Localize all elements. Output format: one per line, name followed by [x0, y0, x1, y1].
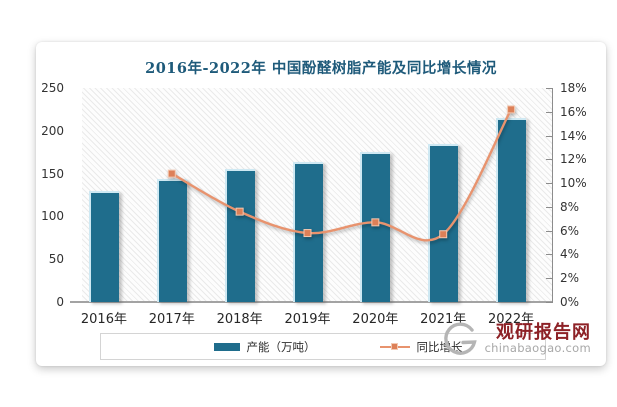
right-axis-tick-mark: [546, 278, 552, 280]
right-axis-tick-label: 12%: [560, 152, 587, 167]
bar-2017年: [156, 178, 187, 302]
x-axis-label: 2018年: [216, 312, 263, 327]
watermark-site-name: 观研报告网: [496, 322, 591, 343]
right-axis-tick-label: 16%: [560, 104, 587, 119]
right-axis-tick-mark: [546, 159, 552, 161]
x-axis-label: 2016年: [80, 312, 127, 327]
watermark-logo-icon: [443, 322, 477, 355]
right-axis-tick-label: 8%: [560, 199, 580, 214]
watermark-site-url: chinabaogao.com: [484, 341, 591, 355]
bar-2021年: [428, 143, 459, 302]
x-axis-label: 2021年: [420, 312, 467, 327]
x-axis-label: 2020年: [352, 312, 399, 327]
right-axis-tick-mark: [546, 135, 552, 137]
left-axis-tick-label: 0: [56, 295, 64, 309]
right-axis-tick-mark: [546, 302, 552, 303]
right-axis-tick-mark: [546, 206, 552, 208]
right-axis-tick-label: 0%: [560, 295, 580, 309]
x-axis-label: 2019年: [284, 312, 331, 327]
right-axis-tick-mark: [546, 230, 552, 232]
x-axis-label: 2017年: [148, 312, 195, 327]
right-axis-tick-mark: [546, 111, 552, 113]
left-axis-tick-label: 200: [41, 123, 64, 138]
right-axis-tick-mark: [546, 254, 552, 256]
bar-2018年: [224, 169, 255, 302]
left-axis-tick-label: 50: [48, 252, 64, 267]
chart-title: 2016年-2022年 中国酚醛树脂产能及同比增长情况: [145, 60, 497, 77]
right-axis-tick-mark: [546, 88, 552, 89]
legend-label: 产能（万吨）: [246, 339, 316, 354]
x-axis-line: [70, 301, 552, 303]
legend-line-marker: [390, 342, 398, 350]
legend-item-capacity: 产能（万吨）: [213, 339, 316, 355]
bar-2022年: [496, 117, 527, 302]
legend: 产能（万吨） 同比增长: [100, 333, 546, 360]
right-axis-tick-label: 4%: [560, 247, 580, 262]
watermark-text: 观研报告网 chinabaogao.com: [485, 323, 591, 355]
right-axis-tick-label: 18%: [560, 81, 587, 95]
left-axis-tick-label: 250: [41, 81, 64, 95]
bar-2020年: [360, 152, 391, 302]
right-axis-tick-label: 6%: [560, 223, 580, 238]
chart-card: 2016年-2022年 中国酚醛树脂产能及同比增长情况 0 50 100 150 200…: [36, 42, 606, 366]
legend-line-swatch: [379, 342, 410, 350]
right-y-axis-line: [552, 88, 553, 303]
bar-2016年: [88, 190, 119, 302]
x-axis-label: 2022年: [488, 312, 535, 327]
legend-bar-swatch: [213, 342, 240, 351]
right-axis-tick-label: 10%: [560, 176, 587, 191]
left-axis-tick-label: 150: [41, 166, 64, 181]
right-axis-tick-mark: [546, 183, 552, 185]
left-axis-tick-label: 100: [41, 209, 64, 224]
right-axis-tick-label: 2%: [560, 271, 580, 286]
watermark: 观研报告网 chinabaogao.com: [440, 319, 591, 359]
right-axis-tick-label: 14%: [560, 128, 587, 143]
bar-2019年: [292, 161, 323, 302]
